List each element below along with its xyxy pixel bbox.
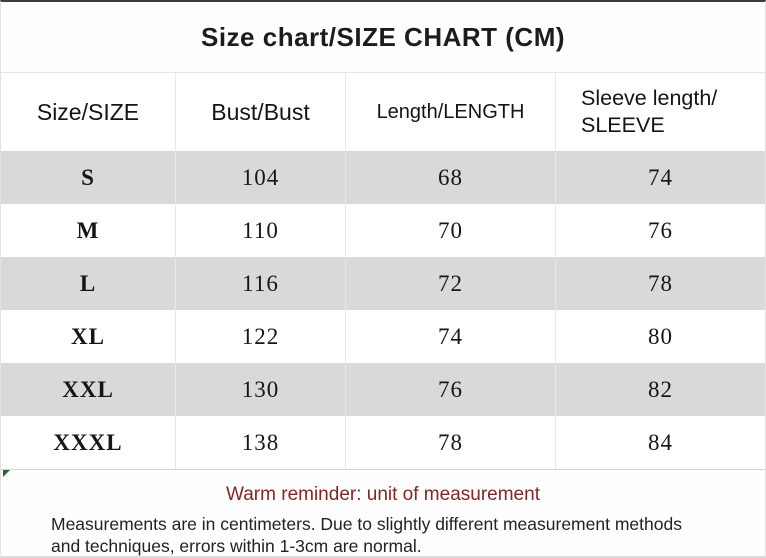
cell-sleeve: 78: [648, 270, 673, 296]
cell-bust: 122: [176, 310, 346, 363]
column-header-bust: Bust/Bust: [176, 73, 346, 151]
cell-bust: 104: [176, 151, 346, 204]
cell-size: S: [1, 151, 176, 204]
cell-bust: 138: [176, 416, 346, 469]
warm-reminder-body: Measurements are in centimeters. Due to …: [51, 514, 682, 557]
cell-size: L: [1, 257, 176, 310]
table-row-xxl: XXL 130 76 82: [1, 363, 765, 416]
cell-sleeve: 74: [648, 164, 673, 190]
cell-length: 72: [346, 257, 556, 310]
table-row-xl: XL 122 74 80: [1, 310, 765, 363]
table-row-xxxl: XXXL 138 78 84: [1, 416, 765, 469]
cell-size: XL: [1, 310, 176, 363]
column-header-size: Size/SIZE: [1, 73, 176, 151]
size-table: Size/SIZE Bust/Bust Length/LENGTH Sleeve…: [1, 72, 765, 470]
cell-size: XXXL: [1, 416, 176, 469]
cell-length: 70: [346, 204, 556, 257]
footer-note: Warm reminder: unit of measurement Measu…: [1, 470, 765, 557]
cell-size: XXL: [1, 363, 176, 416]
title-bar: Size chart/SIZE CHART (CM): [1, 2, 765, 72]
column-header-sleeve: Sleeve length/ SLEEVE: [581, 86, 718, 137]
cell-sleeve: 76: [648, 217, 673, 243]
cell-bust: 110: [176, 204, 346, 257]
table-body: S 104 68 74 M 110 70 76 L 116 72 78 XL 1…: [1, 151, 765, 469]
cell-length: 74: [346, 310, 556, 363]
green-corner-marker-icon: [3, 470, 10, 477]
cell-bust: 116: [176, 257, 346, 310]
table-row-l: L 116 72 78: [1, 257, 765, 310]
cell-length: 68: [346, 151, 556, 204]
warm-reminder-title: Warm reminder: unit of measurement: [226, 484, 540, 505]
cell-size: M: [1, 204, 176, 257]
cell-length: 78: [346, 416, 556, 469]
cell-bust: 130: [176, 363, 346, 416]
table-header-row: Size/SIZE Bust/Bust Length/LENGTH Sleeve…: [1, 73, 765, 151]
column-header-length: Length/LENGTH: [346, 73, 556, 151]
cell-sleeve: 82: [648, 376, 673, 402]
cell-sleeve: 80: [648, 323, 673, 349]
cell-length: 76: [346, 363, 556, 416]
page-title: Size chart/SIZE CHART (CM): [200, 21, 566, 52]
table-row-s: S 104 68 74: [1, 151, 765, 204]
cell-sleeve: 84: [648, 429, 673, 455]
table-row-m: M 110 70 76: [1, 204, 765, 257]
